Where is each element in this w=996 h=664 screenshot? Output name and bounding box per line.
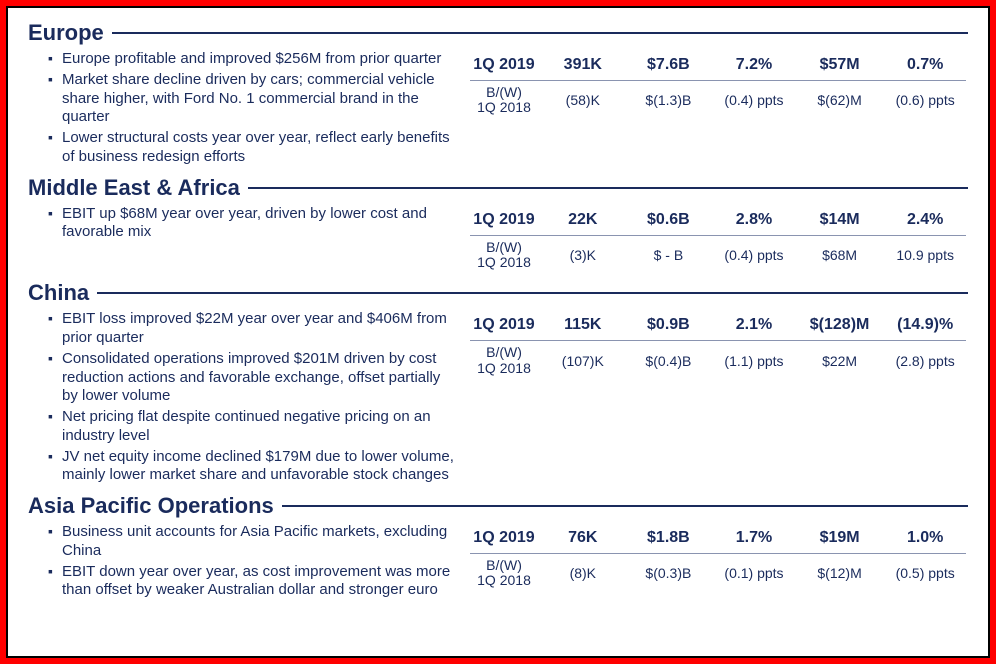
table-row: 1Q 2019 391K $7.6B 7.2% $57M 0.7% (468, 50, 968, 80)
cell: $57M (797, 50, 883, 80)
cell: $(12)M (797, 559, 883, 587)
cell: (0.6) ppts (882, 86, 968, 114)
cell: (1.1) ppts (711, 347, 797, 375)
section-title: China (28, 280, 89, 306)
section-apac: Asia Pacific Operations Business unit ac… (28, 493, 968, 602)
row-label: 1Q 2019 (468, 207, 540, 233)
cell: $0.6B (626, 205, 712, 235)
heading-rule (282, 505, 968, 507)
cell: $14M (797, 205, 883, 235)
cell: (8)K (540, 559, 626, 587)
table-row: B/(W) 1Q 2018 (107)K $(0.4)B (1.1) ppts … (468, 341, 968, 380)
comp-label: B/(W) 1Q 2018 (468, 236, 540, 275)
data-table: 1Q 2019 391K $7.6B 7.2% $57M 0.7% B/(W) … (468, 50, 968, 120)
section-title: Middle East & Africa (28, 175, 240, 201)
section-mea: Middle East & Africa EBIT up $68M year o… (28, 175, 968, 275)
inner-border: Europe Europe profitable and improved $2… (6, 6, 990, 658)
cell: 1.0% (882, 523, 968, 553)
data-table: 1Q 2019 115K $0.9B 2.1% $(128)M (14.9)% … (468, 310, 968, 380)
cell: $(0.3)B (626, 559, 712, 587)
cell: (107)K (540, 347, 626, 375)
data-table: 1Q 2019 76K $1.8B 1.7% $19M 1.0% B/(W) 1… (468, 523, 968, 593)
bullet-list: Business unit accounts for Asia Pacific … (28, 523, 468, 602)
cell: $1.8B (626, 523, 712, 553)
cell: (2.8) ppts (882, 347, 968, 375)
section-china: China EBIT loss improved $22M year over … (28, 280, 968, 487)
bullet-item: EBIT loss improved $22M year over year a… (48, 310, 458, 348)
table-row: 1Q 2019 115K $0.9B 2.1% $(128)M (14.9)% (468, 310, 968, 340)
bullet-item: Lower structural costs year over year, r… (48, 129, 458, 167)
bullet-item: Net pricing flat despite continued negat… (48, 408, 458, 446)
bullet-list: EBIT up $68M year over year, driven by l… (28, 205, 468, 245)
cell: $ - B (626, 241, 712, 269)
cell: (14.9)% (882, 310, 968, 340)
cell: (58)K (540, 86, 626, 114)
cell: $(62)M (797, 86, 883, 114)
cell: 0.7% (882, 50, 968, 80)
table-row: B/(W) 1Q 2018 (58)K $(1.3)B (0.4) ppts $… (468, 81, 968, 120)
comp-label: B/(W) 1Q 2018 (468, 81, 540, 120)
cell: 2.8% (711, 205, 797, 235)
table-row: B/(W) 1Q 2018 (3)K $ - B (0.4) ppts $68M… (468, 236, 968, 275)
heading-rule (97, 292, 968, 294)
cell: $(1.3)B (626, 86, 712, 114)
cell: 2.1% (711, 310, 797, 340)
heading-rule (112, 32, 968, 34)
comp-label: B/(W) 1Q 2018 (468, 554, 540, 593)
cell: $22M (797, 347, 883, 375)
bullet-item: JV net equity income declined $179M due … (48, 448, 458, 486)
cell: 391K (540, 50, 626, 80)
cell: (0.1) ppts (711, 559, 797, 587)
cell: (0.4) ppts (711, 86, 797, 114)
bullet-item: Business unit accounts for Asia Pacific … (48, 523, 458, 561)
bullet-list: EBIT loss improved $22M year over year a… (28, 310, 468, 487)
row-label: 1Q 2019 (468, 312, 540, 338)
cell: 7.2% (711, 50, 797, 80)
cell: (0.5) ppts (882, 559, 968, 587)
cell: $(128)M (797, 310, 883, 340)
section-title: Asia Pacific Operations (28, 493, 274, 519)
cell: $0.9B (626, 310, 712, 340)
cell: 1.7% (711, 523, 797, 553)
cell: $7.6B (626, 50, 712, 80)
cell: $68M (797, 241, 883, 269)
heading-rule (248, 187, 968, 189)
table-row: 1Q 2019 22K $0.6B 2.8% $14M 2.4% (468, 205, 968, 235)
row-label: 1Q 2019 (468, 52, 540, 78)
section-europe: Europe Europe profitable and improved $2… (28, 20, 968, 169)
cell: 10.9 ppts (882, 241, 968, 269)
comp-label: B/(W) 1Q 2018 (468, 341, 540, 380)
bullet-item: EBIT down year over year, as cost improv… (48, 563, 458, 601)
cell: 115K (540, 310, 626, 340)
cell: 76K (540, 523, 626, 553)
row-label: 1Q 2019 (468, 525, 540, 551)
cell: $19M (797, 523, 883, 553)
bullet-item: EBIT up $68M year over year, driven by l… (48, 205, 458, 243)
data-table: 1Q 2019 22K $0.6B 2.8% $14M 2.4% B/(W) 1… (468, 205, 968, 275)
cell: 22K (540, 205, 626, 235)
section-title: Europe (28, 20, 104, 46)
cell: 2.4% (882, 205, 968, 235)
outer-border: Europe Europe profitable and improved $2… (0, 0, 996, 664)
table-row: 1Q 2019 76K $1.8B 1.7% $19M 1.0% (468, 523, 968, 553)
bullet-item: Consolidated operations improved $201M d… (48, 350, 458, 406)
cell: (0.4) ppts (711, 241, 797, 269)
bullet-list: Europe profitable and improved $256M fro… (28, 50, 468, 169)
cell: (3)K (540, 241, 626, 269)
table-row: B/(W) 1Q 2018 (8)K $(0.3)B (0.1) ppts $(… (468, 554, 968, 593)
page-content: Europe Europe profitable and improved $2… (8, 8, 988, 656)
bullet-item: Europe profitable and improved $256M fro… (48, 50, 458, 69)
cell: $(0.4)B (626, 347, 712, 375)
bullet-item: Market share decline driven by cars; com… (48, 71, 458, 127)
